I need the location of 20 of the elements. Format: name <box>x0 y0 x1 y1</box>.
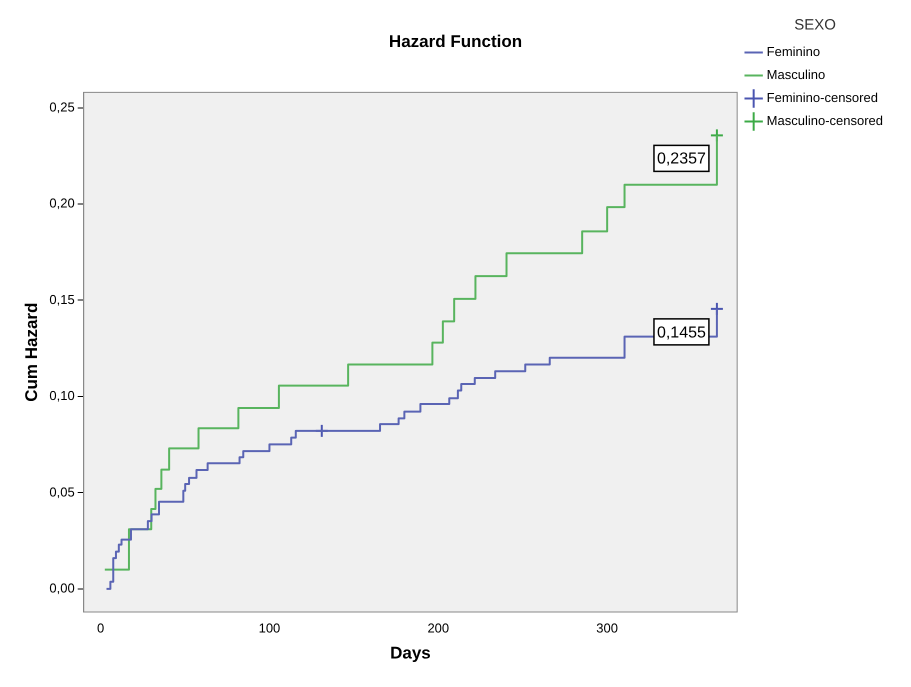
annotation: 0,1455 <box>656 324 706 342</box>
x-axis-title: Days <box>390 643 431 662</box>
legend-label: Masculino <box>766 67 826 82</box>
y-tick-label: 0,15 <box>49 292 75 307</box>
x-tick-label: 0 <box>96 620 104 636</box>
annotation: 0,2357 <box>656 150 706 168</box>
y-tick-label: 0,05 <box>49 484 75 500</box>
x-tick-label: 200 <box>427 620 450 636</box>
x-tick-label: 100 <box>258 620 280 636</box>
y-tick-label: 0,20 <box>49 196 75 211</box>
x-tick-label: 300 <box>596 620 618 636</box>
legend-label: Feminino-censored <box>766 90 878 106</box>
chart-title: Hazard Function <box>388 32 522 51</box>
legend-title: SEXO <box>794 16 836 34</box>
y-tick-label: 0,25 <box>49 99 75 114</box>
y-tick-label: 0,10 <box>49 388 75 404</box>
y-tick-label: 0,00 <box>49 580 75 596</box>
y-axis-title: Cum Hazard <box>22 302 41 402</box>
legend-label: Masculino-censored <box>766 113 884 128</box>
legend-label: Feminino <box>766 44 820 60</box>
